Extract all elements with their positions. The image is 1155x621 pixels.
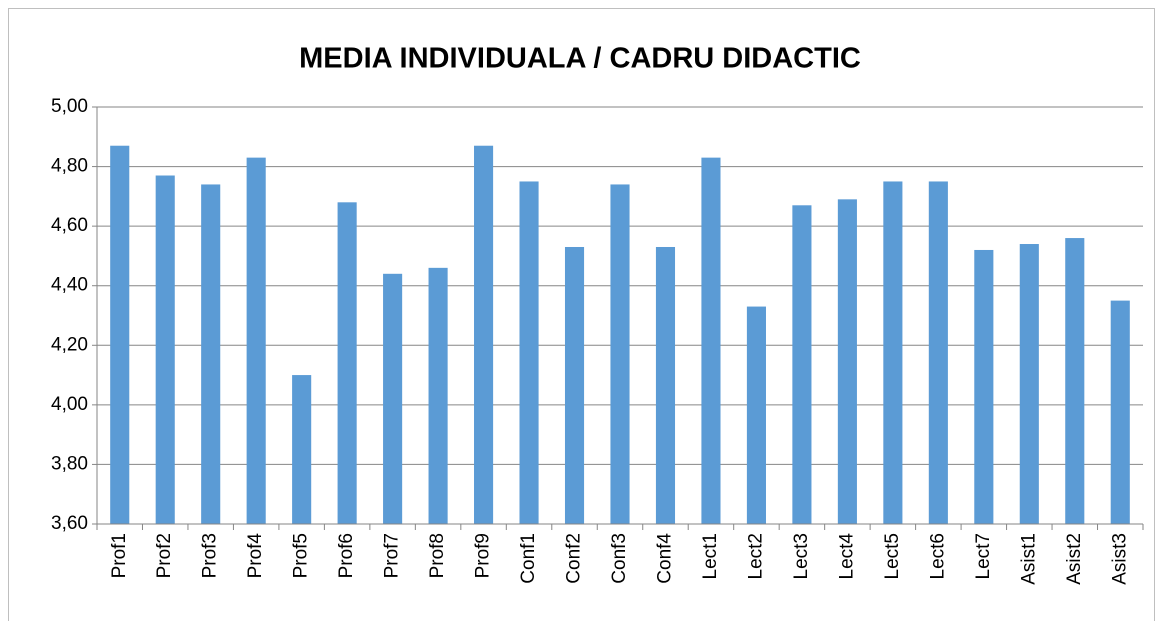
chart-title: MEDIA INDIVIDUALA / CADRU DIDACTIC: [299, 43, 861, 75]
bar: [1065, 238, 1085, 525]
bar: [792, 205, 812, 525]
x-tick-label: Conf3: [609, 533, 630, 584]
bar: [292, 375, 312, 524]
x-tick-label: Prof5: [291, 533, 312, 578]
x-tick-label: Prof1: [109, 533, 130, 578]
x-tick-label: Prof9: [473, 533, 494, 578]
bar: [110, 145, 130, 524]
x-tick-label: Lect4: [836, 533, 857, 580]
x-tick-label: Conf1: [518, 533, 539, 584]
y-tick-label: 4,00: [51, 394, 88, 415]
x-tick-label: Prof8: [427, 533, 448, 578]
x-tick-label: Asist3: [1109, 533, 1130, 585]
x-tick-label: Prof6: [336, 533, 357, 578]
y-tick-label: 5,00: [51, 96, 88, 117]
bar: [1110, 300, 1130, 524]
bar: [928, 181, 948, 524]
bar: [519, 181, 539, 524]
bar: [655, 246, 676, 524]
bar: [701, 157, 721, 524]
x-tick-label: Conf4: [654, 533, 675, 584]
x-tick-label: Prof4: [245, 533, 266, 579]
y-tick-label: 4,40: [51, 275, 88, 296]
x-tick-label: Lect7: [973, 533, 994, 579]
bar: [610, 184, 630, 524]
bar: [746, 306, 766, 524]
y-tick-label: 4,20: [51, 334, 88, 355]
x-tick-label: Lect3: [791, 533, 812, 579]
bar: [428, 267, 448, 524]
y-tick-label: 3,80: [51, 453, 88, 474]
bar: [974, 249, 994, 524]
bar: [564, 246, 585, 524]
y-tick-label: 3,60: [51, 513, 88, 534]
x-tick-label: Lect1: [700, 533, 721, 579]
bar: [883, 181, 903, 524]
bar: [474, 145, 494, 524]
x-tick-label: Prof2: [154, 533, 175, 578]
y-tick-label: 4,80: [51, 156, 88, 177]
bar: [337, 202, 357, 525]
x-tick-label: Conf2: [564, 533, 585, 584]
bar: [155, 175, 175, 524]
x-tick-label: Asist2: [1064, 533, 1085, 585]
y-tick-label: 4,60: [51, 215, 88, 236]
x-tick-label: Lect2: [745, 533, 766, 579]
x-tick-label: Lect6: [927, 533, 948, 579]
x-tick-label: Asist1: [1018, 533, 1039, 585]
bar: [837, 199, 857, 525]
bar: [246, 157, 266, 524]
x-tick-label: Prof7: [382, 533, 403, 578]
bar: [383, 273, 403, 524]
x-tick-label: Prof3: [200, 533, 221, 578]
x-tick-label: Lect5: [882, 533, 903, 579]
bar: [1019, 244, 1039, 524]
bar: [201, 184, 221, 524]
